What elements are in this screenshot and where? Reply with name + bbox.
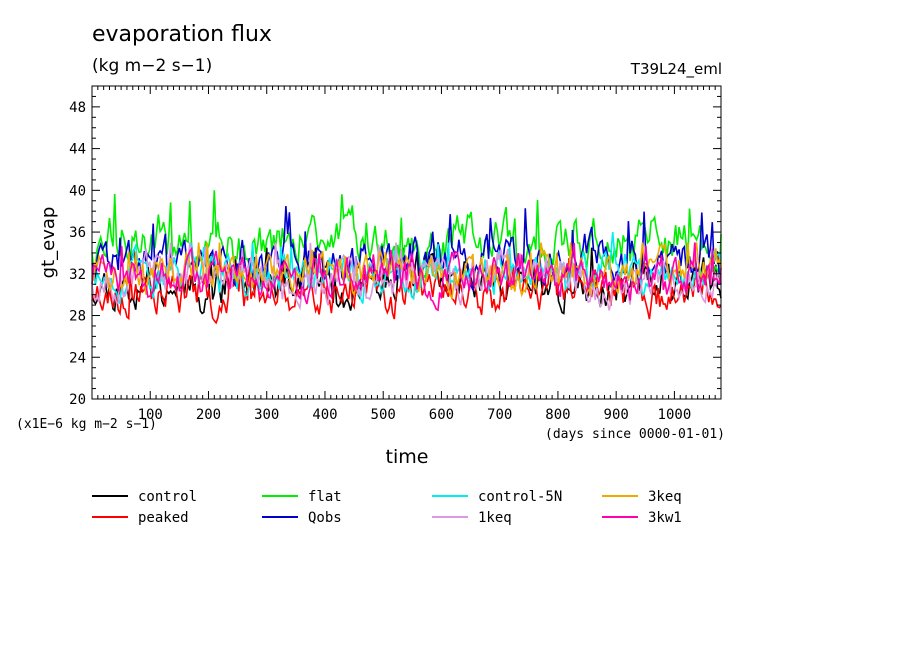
run-label: T39L24_eml — [630, 60, 722, 78]
legend-label-Qobs: Qobs — [308, 510, 342, 526]
legend-label-control: control — [138, 489, 197, 505]
y-tick-label: 44 — [69, 142, 86, 158]
y-tick-label: 36 — [69, 225, 86, 241]
x-tick-label: 200 — [196, 407, 221, 423]
x-axis-label: time — [386, 446, 429, 468]
y-tick-label: 28 — [69, 309, 86, 325]
y-tick-label: 40 — [69, 183, 86, 199]
series-line-flat — [91, 190, 722, 281]
y-tick-label: 20 — [69, 392, 86, 408]
legend-label-1keq: 1keq — [478, 510, 512, 526]
x-units-note: (days since 0000-01-01) — [545, 427, 725, 442]
x-tick-label: 700 — [487, 407, 512, 423]
y-tick-label: 24 — [69, 350, 86, 366]
x-tick-label: 1000 — [658, 407, 692, 423]
x-tick-label: 400 — [312, 407, 337, 423]
y-scale-note: (x1E−6 kg m−2 s−1) — [16, 417, 157, 432]
y-tick-label: 32 — [69, 267, 86, 283]
legend-label-control-5N: control-5N — [478, 489, 562, 505]
y-axis-label: gt_evap — [38, 207, 59, 279]
x-tick-label: 600 — [429, 407, 454, 423]
series-line-3kw1 — [91, 242, 722, 312]
x-tick-label: 100 — [138, 407, 163, 423]
legend-label-3kw1: 3kw1 — [648, 510, 682, 526]
x-tick-label: 800 — [545, 407, 570, 423]
chart-units: (kg m−2 s−1) — [92, 56, 213, 76]
legend-label-flat: flat — [308, 489, 342, 505]
chart-title: evaporation flux — [92, 22, 272, 47]
x-tick-label: 900 — [604, 407, 629, 423]
legend-label-peaked: peaked — [138, 510, 189, 526]
y-tick-label: 48 — [69, 100, 86, 116]
x-tick-label: 500 — [371, 407, 396, 423]
x-tick-label: 300 — [254, 407, 279, 423]
legend-label-3keq: 3keq — [648, 489, 682, 505]
